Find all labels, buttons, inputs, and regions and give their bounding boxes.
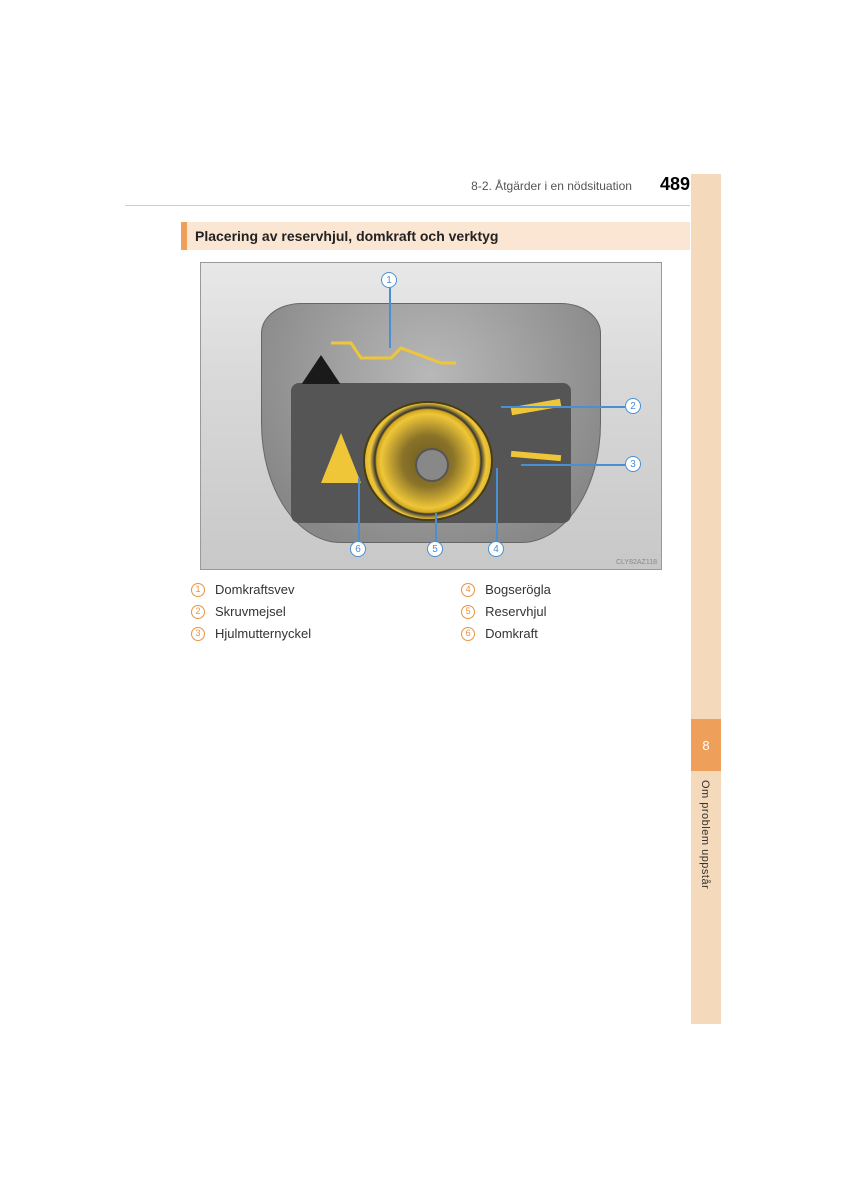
spare-tire-diagram: 1 2 3 4 5 6 CLY82AZ118 [200, 262, 662, 570]
legend-item: 2 Skruvmejsel [191, 604, 311, 619]
callout-marker-5: 5 [427, 541, 443, 557]
legend-column-2: 4 Bogserögla 5 Reservhjul 6 Domkraft [461, 582, 551, 641]
spare-tire-icon [363, 401, 493, 521]
sidebar-tab-strip [691, 174, 721, 1024]
legend-number: 1 [191, 583, 205, 597]
legend-number: 4 [461, 583, 475, 597]
callout-marker-2: 2 [625, 398, 641, 414]
legend: 1 Domkraftsvev 2 Skruvmejsel 3 Hjulmutte… [191, 582, 690, 641]
legend-column-1: 1 Domkraftsvev 2 Skruvmejsel 3 Hjulmutte… [191, 582, 311, 641]
legend-item: 1 Domkraftsvev [191, 582, 311, 597]
legend-number: 6 [461, 627, 475, 641]
legend-number: 3 [191, 627, 205, 641]
header-section-label: 8-2. Åtgärder i en nödsituation [471, 179, 632, 193]
callout-line [521, 464, 625, 466]
legend-label: Domkraftsvev [215, 582, 294, 597]
legend-number: 2 [191, 605, 205, 619]
callout-marker-6: 6 [350, 541, 366, 557]
callout-marker-4: 4 [488, 541, 504, 557]
callout-line [496, 468, 498, 541]
legend-item: 4 Bogserögla [461, 582, 551, 597]
legend-label: Domkraft [485, 626, 538, 641]
legend-item: 3 Hjulmutternyckel [191, 626, 311, 641]
page-header: 8-2. Åtgärder i en nödsituation 489 [125, 174, 690, 206]
callout-line [435, 513, 437, 541]
page-number: 489 [660, 174, 690, 195]
legend-label: Hjulmutternyckel [215, 626, 311, 641]
callout-line [358, 478, 360, 541]
section-title-bar: Placering av reservhjul, domkraft och ve… [125, 222, 690, 250]
legend-label: Skruvmejsel [215, 604, 286, 619]
jack-crank-icon [331, 338, 461, 368]
chapter-title-vertical: Om problem uppstår [699, 780, 711, 889]
callout-line [501, 406, 625, 408]
legend-number: 5 [461, 605, 475, 619]
callout-marker-1: 1 [381, 272, 397, 288]
section-title: Placering av reservhjul, domkraft och ve… [187, 222, 690, 250]
legend-label: Bogserögla [485, 582, 551, 597]
legend-item: 6 Domkraft [461, 626, 551, 641]
legend-item: 5 Reservhjul [461, 604, 551, 619]
chapter-number-tab: 8 [691, 719, 721, 771]
chapter-number: 8 [702, 738, 709, 753]
callout-marker-3: 3 [625, 456, 641, 472]
page-content: 8-2. Åtgärder i en nödsituation 489 Plac… [125, 174, 690, 641]
legend-label: Reservhjul [485, 604, 546, 619]
image-code: CLY82AZ118 [616, 559, 657, 566]
callout-line [389, 288, 391, 348]
